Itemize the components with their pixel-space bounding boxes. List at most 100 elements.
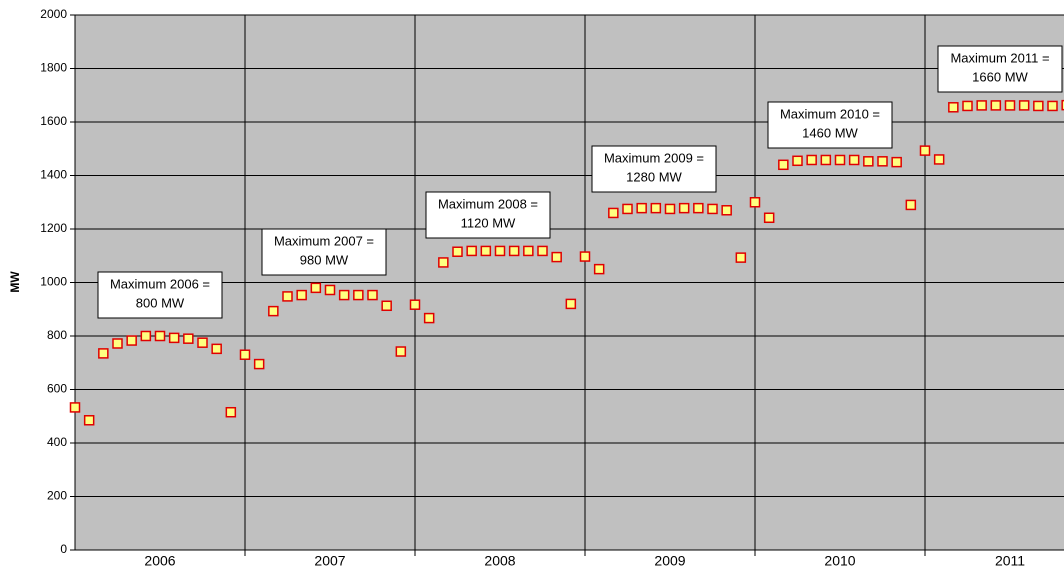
point xyxy=(608,207,619,219)
point xyxy=(494,245,506,257)
y-tick-label: 2000 xyxy=(40,7,67,21)
x-tick-label: 2006 xyxy=(144,553,175,569)
point xyxy=(537,245,548,257)
point xyxy=(480,245,492,257)
y-tick-label: 1200 xyxy=(40,221,67,235)
annotation-box xyxy=(261,228,387,276)
point xyxy=(1047,100,1058,112)
point xyxy=(1033,100,1044,112)
point xyxy=(976,100,987,111)
point xyxy=(721,205,732,216)
y-tick-label: 1000 xyxy=(40,275,67,289)
point xyxy=(650,202,662,214)
point xyxy=(197,337,208,348)
annotation-text: 1660 MW xyxy=(972,69,1028,84)
point xyxy=(98,348,109,359)
point xyxy=(268,305,279,317)
point xyxy=(367,289,378,301)
annotation-text: Maximum 2010 = xyxy=(780,106,880,121)
y-tick-label: 1800 xyxy=(40,61,67,75)
point xyxy=(239,349,251,360)
annotation-text: 980 MW xyxy=(300,252,349,267)
point xyxy=(353,289,364,301)
point xyxy=(168,332,180,344)
point xyxy=(919,145,931,156)
y-axis-label: MW xyxy=(8,271,22,293)
annotation-text: 800 MW xyxy=(136,295,185,310)
point xyxy=(693,202,704,214)
point xyxy=(551,251,562,263)
point xyxy=(820,154,832,166)
annotation-text: Maximum 2007 = xyxy=(274,233,374,248)
point xyxy=(933,154,945,165)
point xyxy=(423,312,435,324)
point xyxy=(296,289,307,301)
point xyxy=(905,199,917,211)
point xyxy=(636,202,647,214)
point xyxy=(126,335,137,346)
point xyxy=(622,203,633,215)
annotation-box xyxy=(767,101,893,149)
point xyxy=(1018,100,1030,111)
annotation-box xyxy=(425,191,551,239)
point xyxy=(69,402,81,413)
point xyxy=(225,406,237,418)
point xyxy=(508,245,520,257)
point xyxy=(707,203,718,215)
point xyxy=(154,330,166,342)
point xyxy=(891,156,902,168)
point xyxy=(834,154,846,166)
x-tick-label: 2007 xyxy=(314,553,345,569)
annotation-text: Maximum 2006 = xyxy=(110,276,210,291)
point xyxy=(381,300,392,312)
x-tick-label: 2010 xyxy=(824,553,855,569)
y-tick-label: 200 xyxy=(47,489,67,503)
y-tick-label: 800 xyxy=(47,328,67,342)
point xyxy=(1061,99,1064,111)
annotation-box xyxy=(97,271,223,319)
annotation-box xyxy=(937,45,1063,93)
point xyxy=(806,154,817,166)
annotation-text: 1280 MW xyxy=(626,169,682,184)
annotation-box xyxy=(591,145,717,193)
x-tick-label: 2009 xyxy=(654,553,685,569)
point xyxy=(253,358,265,370)
annotation-text: 1120 MW xyxy=(461,215,516,230)
point xyxy=(338,289,350,301)
point xyxy=(310,282,322,294)
point xyxy=(324,284,336,296)
x-tick-label: 2011 xyxy=(995,553,1025,569)
y-tick-label: 400 xyxy=(47,435,67,449)
y-tick-label: 600 xyxy=(47,382,67,396)
point xyxy=(749,197,761,208)
annotation-text: Maximum 2008 = xyxy=(438,196,538,211)
point xyxy=(664,203,676,215)
point xyxy=(282,291,293,302)
point xyxy=(409,299,421,310)
y-tick-label: 0 xyxy=(60,542,67,556)
point xyxy=(523,245,534,257)
point xyxy=(593,263,605,275)
point xyxy=(83,415,95,426)
point xyxy=(990,100,1002,111)
point xyxy=(579,251,591,262)
point xyxy=(848,154,860,166)
point xyxy=(1004,100,1016,111)
point xyxy=(140,330,152,342)
point xyxy=(112,338,123,349)
point xyxy=(863,156,874,167)
point xyxy=(735,252,747,263)
annotation-text: Maximum 2011 = xyxy=(950,50,1049,65)
point xyxy=(211,343,222,355)
point xyxy=(395,346,407,357)
y-tick-label: 1600 xyxy=(40,114,67,128)
point xyxy=(678,202,690,214)
point xyxy=(962,100,973,112)
point xyxy=(452,246,463,257)
annotation-text: Maximum 2009 = xyxy=(604,150,704,165)
annotation-text: 1460 MW xyxy=(802,125,858,140)
point xyxy=(792,155,803,167)
point xyxy=(778,159,789,171)
point xyxy=(877,156,888,167)
